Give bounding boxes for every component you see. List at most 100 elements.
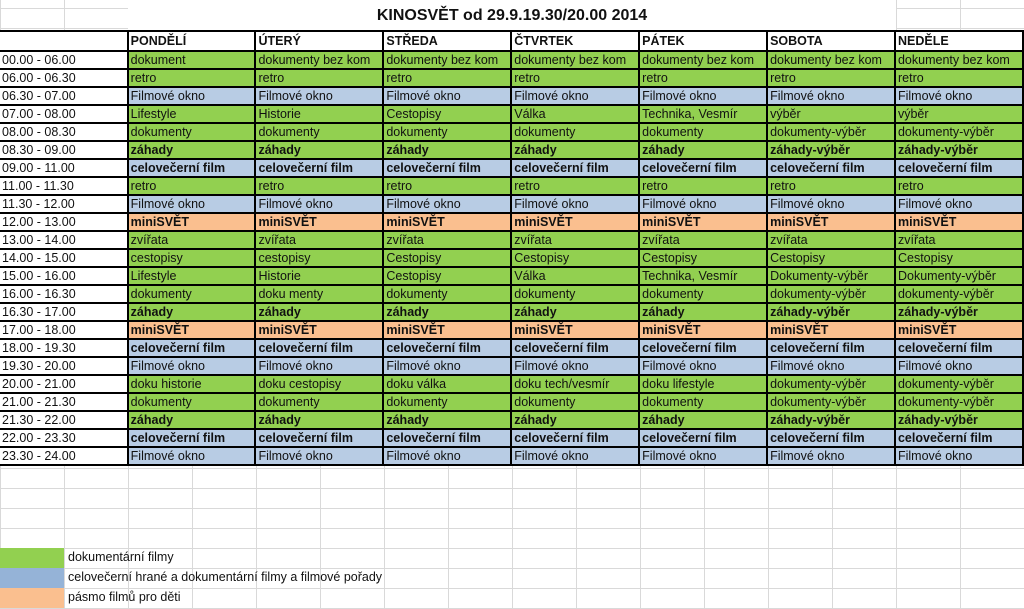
- time-slot-cell[interactable]: 11.30 - 12.00: [0, 194, 129, 214]
- program-cell[interactable]: retro: [382, 68, 513, 88]
- program-cell[interactable]: miniSVĚT: [510, 320, 641, 340]
- program-cell[interactable]: celovečerní film: [766, 158, 896, 178]
- program-cell[interactable]: miniSVĚT: [638, 212, 769, 232]
- program-cell[interactable]: dokumenty: [126, 122, 257, 142]
- program-cell[interactable]: Filmové okno: [638, 86, 769, 106]
- day-header[interactable]: ČTVRTEK: [510, 30, 641, 52]
- program-cell[interactable]: Historie: [254, 104, 385, 124]
- program-cell[interactable]: Filmové okno: [638, 194, 769, 214]
- program-cell[interactable]: miniSVĚT: [893, 212, 1024, 232]
- time-slot-cell[interactable]: 22.00 - 23.30: [0, 428, 129, 448]
- program-cell[interactable]: doku tech/vesmír: [510, 374, 641, 394]
- program-cell[interactable]: dokumenty-výběr: [766, 392, 896, 412]
- program-cell[interactable]: Válka: [510, 266, 641, 286]
- program-cell[interactable]: zvířata: [638, 230, 769, 250]
- program-cell[interactable]: dokumenty-výběr: [766, 122, 896, 142]
- program-cell[interactable]: Filmové okno: [766, 446, 896, 466]
- program-cell[interactable]: Filmové okno: [254, 194, 385, 214]
- program-cell[interactable]: Dokumenty-výběr: [893, 266, 1024, 286]
- program-cell[interactable]: záhady: [638, 410, 769, 430]
- program-cell[interactable]: výběr: [893, 104, 1024, 124]
- program-cell[interactable]: Filmové okno: [766, 86, 896, 106]
- program-cell[interactable]: Filmové okno: [382, 86, 513, 106]
- program-cell[interactable]: záhady: [638, 302, 769, 322]
- program-cell[interactable]: Filmové okno: [510, 86, 641, 106]
- program-cell[interactable]: dokumenty bez kom: [254, 50, 385, 70]
- program-cell[interactable]: záhady: [510, 410, 641, 430]
- program-cell[interactable]: dokumenty: [510, 122, 641, 142]
- program-cell[interactable]: Filmové okno: [254, 86, 385, 106]
- day-header[interactable]: STŘEDA: [382, 30, 513, 52]
- program-cell[interactable]: miniSVĚT: [893, 320, 1024, 340]
- program-cell[interactable]: retro: [893, 68, 1024, 88]
- program-cell[interactable]: dokumenty-výběr: [893, 392, 1024, 412]
- program-cell[interactable]: dokumenty: [638, 122, 769, 142]
- program-cell[interactable]: záhady: [126, 302, 257, 322]
- program-cell[interactable]: dokumenty-výběr: [766, 284, 896, 304]
- program-cell[interactable]: celovečerní film: [126, 338, 257, 358]
- program-cell[interactable]: záhady: [510, 140, 641, 160]
- program-cell[interactable]: Válka: [510, 104, 641, 124]
- program-cell[interactable]: doku lifestyle: [638, 374, 769, 394]
- day-header[interactable]: NEDĚLE: [893, 30, 1024, 52]
- program-cell[interactable]: Technika, Vesmír: [638, 104, 769, 124]
- program-cell[interactable]: Filmové okno: [254, 446, 385, 466]
- program-cell[interactable]: doku válka: [382, 374, 513, 394]
- program-cell[interactable]: Filmové okno: [893, 194, 1024, 214]
- program-cell[interactable]: dokumenty: [254, 392, 385, 412]
- time-slot-cell[interactable]: 09.00 - 11.00: [0, 158, 129, 178]
- program-cell[interactable]: záhady-výběr: [766, 140, 896, 160]
- program-cell[interactable]: záhady: [382, 140, 513, 160]
- program-cell[interactable]: dokumenty bez kom: [510, 50, 641, 70]
- time-slot-cell[interactable]: 13.00 - 14.00: [0, 230, 129, 250]
- program-cell[interactable]: dokumenty: [382, 392, 513, 412]
- time-slot-cell[interactable]: 08.00 - 08.30: [0, 122, 129, 142]
- program-cell[interactable]: záhady-výběr: [766, 410, 896, 430]
- program-cell[interactable]: záhady: [510, 302, 641, 322]
- program-cell[interactable]: záhady-výběr: [893, 302, 1024, 322]
- program-cell[interactable]: Cestopisy: [893, 248, 1024, 268]
- day-header[interactable]: ÚTERÝ: [254, 30, 385, 52]
- time-slot-cell[interactable]: 08.30 - 09.00: [0, 140, 129, 160]
- program-cell[interactable]: dokumenty: [510, 392, 641, 412]
- program-cell[interactable]: retro: [638, 68, 769, 88]
- program-cell[interactable]: celovečerní film: [510, 338, 641, 358]
- time-slot-cell[interactable]: 21.30 - 22.00: [0, 410, 129, 430]
- program-cell[interactable]: retro: [893, 176, 1024, 196]
- program-cell[interactable]: celovečerní film: [126, 158, 257, 178]
- program-cell[interactable]: dokumenty bez kom: [382, 50, 513, 70]
- time-slot-cell[interactable]: 00.00 - 06.00: [0, 50, 129, 70]
- program-cell[interactable]: cestopisy: [126, 248, 257, 268]
- time-slot-cell[interactable]: 15.00 - 16.00: [0, 266, 129, 286]
- program-cell[interactable]: dokumenty: [382, 284, 513, 304]
- program-cell[interactable]: retro: [766, 68, 896, 88]
- time-slot-cell[interactable]: 18.00 - 19.30: [0, 338, 129, 358]
- program-cell[interactable]: Filmové okno: [766, 356, 896, 376]
- program-cell[interactable]: cestopisy: [254, 248, 385, 268]
- program-cell[interactable]: Filmové okno: [126, 446, 257, 466]
- program-cell[interactable]: miniSVĚT: [510, 212, 641, 232]
- program-cell[interactable]: retro: [766, 176, 896, 196]
- program-cell[interactable]: miniSVĚT: [254, 320, 385, 340]
- program-cell[interactable]: Filmové okno: [510, 194, 641, 214]
- program-cell[interactable]: dokumenty-výběr: [893, 122, 1024, 142]
- program-cell[interactable]: retro: [126, 176, 257, 196]
- program-cell[interactable]: Cestopisy: [382, 104, 513, 124]
- program-cell[interactable]: zvířata: [893, 230, 1024, 250]
- program-cell[interactable]: celovečerní film: [893, 158, 1024, 178]
- program-cell[interactable]: miniSVĚT: [126, 212, 257, 232]
- program-cell[interactable]: miniSVĚT: [638, 320, 769, 340]
- program-cell[interactable]: Filmové okno: [382, 194, 513, 214]
- program-cell[interactable]: celovečerní film: [510, 158, 641, 178]
- program-cell[interactable]: celovečerní film: [126, 428, 257, 448]
- program-cell[interactable]: dokumenty bez kom: [638, 50, 769, 70]
- program-cell[interactable]: Filmové okno: [382, 446, 513, 466]
- time-slot-cell[interactable]: 19.30 - 20.00: [0, 356, 129, 376]
- program-cell[interactable]: záhady-výběr: [766, 302, 896, 322]
- program-cell[interactable]: miniSVĚT: [254, 212, 385, 232]
- program-cell[interactable]: celovečerní film: [893, 428, 1024, 448]
- day-header[interactable]: SOBOTA: [766, 30, 896, 52]
- program-cell[interactable]: celovečerní film: [254, 428, 385, 448]
- program-cell[interactable]: doku cestopisy: [254, 374, 385, 394]
- program-cell[interactable]: Filmové okno: [126, 356, 257, 376]
